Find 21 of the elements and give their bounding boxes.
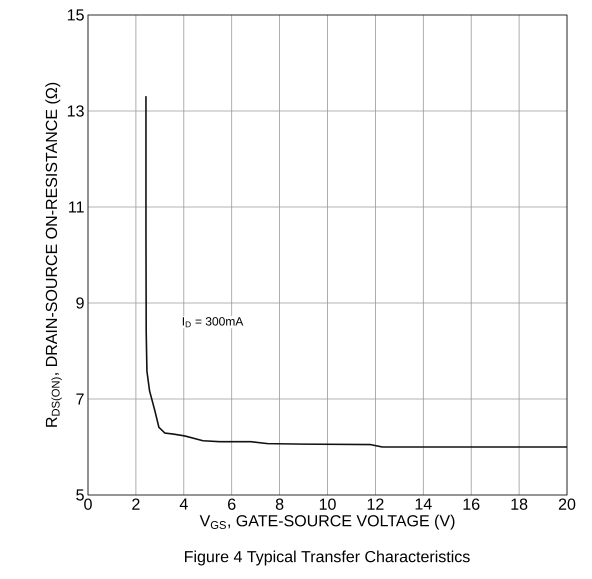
x-tick-label: 0	[84, 498, 92, 510]
x-axis-title: V$_{GS}$, GATE-SOURCE VOLTAGE (V)	[200, 514, 454, 530]
x-tick-label: 4	[180, 498, 188, 510]
text: Figure 4 Typical Transfer Characteristics	[185, 550, 470, 566]
x-tick-label: 16	[464, 498, 480, 510]
x-tick-label: 6	[228, 498, 236, 510]
y-tick-label: 5	[76, 489, 84, 501]
x-tick-label: 18	[511, 498, 528, 510]
x-tick-label: 12	[368, 498, 384, 510]
x-tick-label: 2	[132, 498, 140, 510]
x-tick-label: 20	[558, 498, 576, 510]
y-tick-label: 7	[76, 393, 84, 404]
annotation: I$_{D}$ = 300mA	[182, 317, 244, 328]
x-tick-label: 10	[320, 498, 336, 510]
y-tick-label: 11	[69, 201, 84, 212]
y-tick-label: 13	[68, 105, 84, 117]
x-tick-label: 8	[276, 498, 284, 510]
x-tick-label: 14	[416, 498, 432, 510]
y-tick-label: 9	[76, 297, 84, 309]
y-tick-label: 15	[68, 9, 84, 21]
y-axis-title: R$_{DS(ON)}$, DRAIN-SOURCE ON-RESISTANCE (Ω)	[45, 82, 62, 427]
